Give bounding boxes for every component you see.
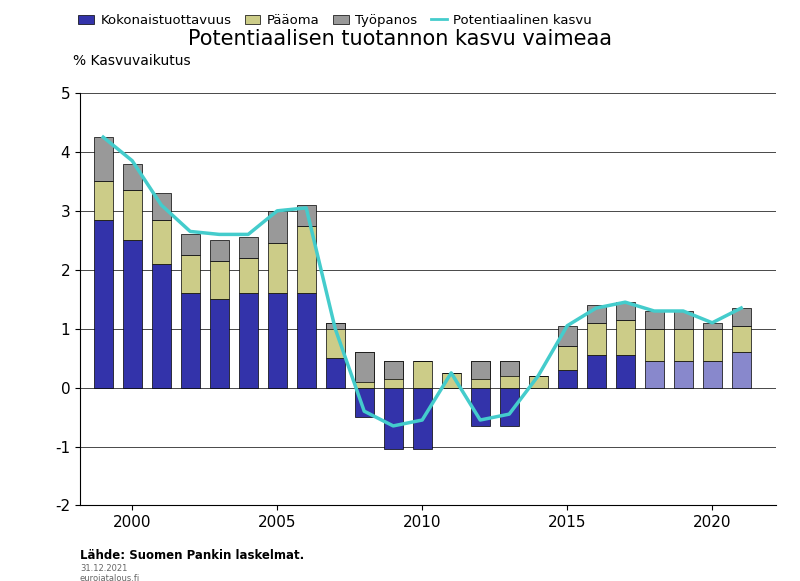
Bar bbox=[470, 361, 490, 379]
Bar bbox=[470, 388, 490, 426]
Bar bbox=[210, 241, 229, 261]
Bar bbox=[354, 352, 374, 388]
Bar bbox=[558, 370, 577, 388]
Bar bbox=[297, 205, 316, 225]
Bar bbox=[268, 243, 286, 293]
Bar bbox=[94, 220, 113, 388]
Bar bbox=[152, 264, 170, 388]
Bar bbox=[268, 293, 286, 388]
Bar bbox=[558, 326, 577, 346]
Bar bbox=[702, 329, 722, 361]
Bar bbox=[586, 305, 606, 323]
Bar bbox=[702, 361, 722, 388]
Bar bbox=[558, 346, 577, 370]
Bar bbox=[674, 361, 693, 388]
Legend: Kokonaistuottavuus, Pääoma, Työpanos, Potentiaalinen kasvu: Kokonaistuottavuus, Pääoma, Työpanos, Po… bbox=[73, 9, 597, 33]
Bar bbox=[354, 352, 374, 382]
Bar bbox=[122, 241, 142, 388]
Bar bbox=[384, 361, 402, 379]
Bar bbox=[238, 258, 258, 293]
Text: % Kasvuvaikutus: % Kasvuvaikutus bbox=[73, 54, 190, 68]
Bar bbox=[616, 302, 634, 320]
Bar bbox=[122, 190, 142, 241]
Bar bbox=[326, 323, 345, 358]
Bar bbox=[384, 388, 402, 450]
Bar bbox=[645, 361, 664, 388]
Bar bbox=[152, 220, 170, 264]
Bar bbox=[732, 352, 750, 388]
Bar bbox=[732, 326, 750, 352]
Text: Lähde: Suomen Pankin laskelmat.: Lähde: Suomen Pankin laskelmat. bbox=[80, 549, 304, 562]
Bar bbox=[413, 388, 432, 450]
Bar bbox=[645, 329, 664, 361]
Bar bbox=[732, 308, 750, 326]
Bar bbox=[210, 261, 229, 299]
Bar bbox=[616, 320, 634, 355]
Bar bbox=[586, 355, 606, 388]
Bar bbox=[529, 376, 548, 388]
Bar bbox=[586, 323, 606, 355]
Bar bbox=[674, 311, 693, 329]
Bar bbox=[413, 361, 432, 388]
Bar bbox=[238, 293, 258, 388]
Text: 31.12.2021
eurojatalous.fi
2021 @SuomenPankkiTalouseo: 31.12.2021 eurojatalous.fi 2021 @SuomenP… bbox=[80, 564, 210, 581]
Bar bbox=[384, 361, 402, 388]
Bar bbox=[94, 137, 113, 181]
Bar bbox=[268, 211, 286, 243]
Bar bbox=[500, 388, 518, 426]
Bar bbox=[238, 238, 258, 258]
Bar bbox=[210, 299, 229, 388]
Bar bbox=[181, 293, 200, 388]
Bar bbox=[500, 361, 518, 388]
Bar bbox=[181, 234, 200, 255]
Bar bbox=[94, 181, 113, 220]
Text: Potentiaalisen tuotannon kasvu vaimeaa: Potentiaalisen tuotannon kasvu vaimeaa bbox=[188, 29, 612, 49]
Bar bbox=[674, 329, 693, 361]
Bar bbox=[354, 388, 374, 417]
Bar bbox=[152, 193, 170, 220]
Bar bbox=[297, 225, 316, 293]
Bar bbox=[326, 323, 345, 329]
Bar bbox=[500, 361, 518, 376]
Bar bbox=[470, 361, 490, 388]
Bar bbox=[616, 355, 634, 388]
Bar bbox=[297, 293, 316, 388]
Bar bbox=[122, 164, 142, 190]
Bar bbox=[702, 323, 722, 329]
Bar bbox=[181, 255, 200, 293]
Bar bbox=[326, 358, 345, 388]
Bar bbox=[442, 373, 461, 388]
Bar bbox=[645, 311, 664, 329]
